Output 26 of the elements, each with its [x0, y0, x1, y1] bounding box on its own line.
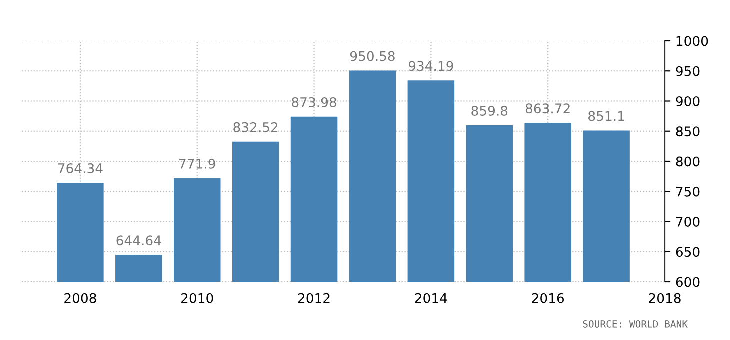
y-tick-label: 700 — [676, 216, 700, 227]
y-tick-label: 800 — [676, 156, 700, 167]
data-label: 832.52 — [234, 122, 278, 132]
y-tick-label: 900 — [676, 96, 700, 106]
y-tick-label: 850 — [676, 126, 700, 137]
x-tick-label: 2018 — [649, 293, 681, 304]
x-tick-label: 2016 — [532, 293, 564, 304]
y-tick-label: 750 — [676, 186, 700, 197]
y-tick-label: 650 — [676, 247, 700, 258]
data-label: 863.72 — [526, 104, 570, 114]
data-label: 934.19 — [408, 61, 454, 72]
data-label: 851.1 — [588, 111, 624, 122]
data-label: 950.58 — [350, 51, 395, 62]
x-tick-label: 2012 — [298, 293, 330, 304]
y-tick-label: 950 — [676, 66, 700, 76]
x-tick-label: 2008 — [64, 293, 96, 304]
data-label: 764.34 — [58, 164, 103, 174]
x-tick-label: 2014 — [415, 293, 448, 304]
data-label: 873.98 — [292, 97, 336, 108]
source-note: SOURCE: WORLD BANK — [583, 320, 688, 328]
y-tick-label: 600 — [676, 277, 700, 288]
y-tick-label: 1000 — [676, 36, 708, 46]
data-label: 644.64 — [116, 236, 162, 246]
data-label: 771.9 — [180, 158, 216, 169]
x-tick-label: 2010 — [182, 293, 214, 304]
data-label: 859.8 — [472, 106, 508, 116]
